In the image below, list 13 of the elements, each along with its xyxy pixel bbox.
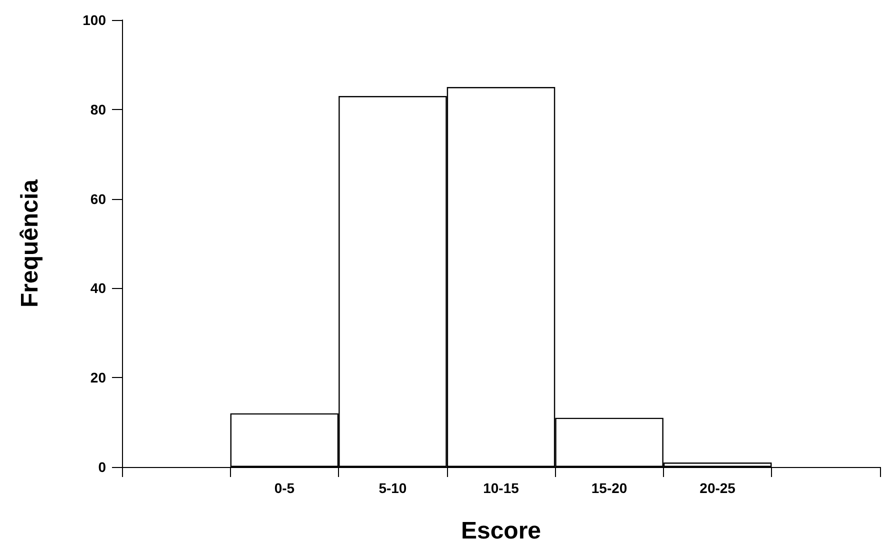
y-tick-label: 100 (82, 12, 106, 28)
x-tick-label: 0-5 (274, 480, 295, 496)
x-tick-label: 20-25 (700, 480, 736, 496)
y-tick-label: 60 (90, 190, 106, 207)
x-axis-title: Escore (460, 518, 542, 544)
x-tick-label: 15-20 (591, 480, 628, 496)
x-tick-label: 10-15 (483, 480, 520, 496)
x-tick-label: 5-10 (378, 480, 407, 496)
y-tick-label: 80 (90, 101, 106, 118)
y-tick-label: 40 (90, 280, 106, 296)
y-axis-title: Frequência (16, 178, 44, 308)
y-tick-label: 0 (98, 459, 106, 475)
y-tick-label: 20 (90, 370, 106, 386)
